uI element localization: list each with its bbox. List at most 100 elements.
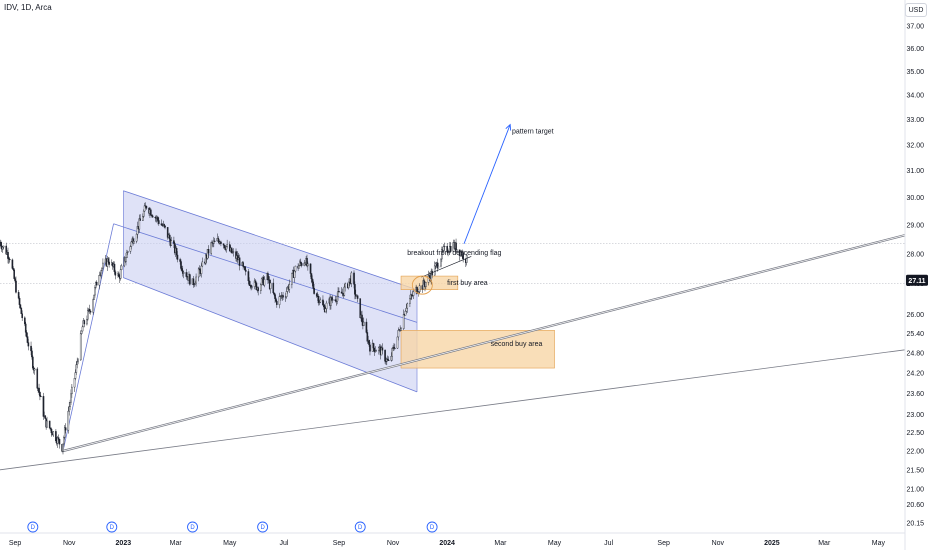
candle-down [19, 304, 22, 309]
candle-down [247, 271, 250, 282]
time-tick-label: Mar [818, 540, 831, 547]
time-axis[interactable]: Sep Nov 2023 Mar May Jul Sep Nov 2024 Mar May Jul Se… [0, 532, 905, 547]
candle-up [319, 299, 322, 303]
candle-up [125, 257, 127, 262]
time-tick-label: Jul [279, 540, 288, 547]
candle-up [291, 272, 293, 285]
candle-down [118, 273, 120, 277]
candle-up [362, 321, 365, 326]
candle-down [17, 292, 20, 299]
candle-up [100, 270, 102, 276]
buy-zones [400, 275, 555, 369]
candle-up [86, 318, 88, 325]
price-tick-label: 28.00 [906, 251, 924, 258]
candle-up [232, 251, 235, 253]
time-tick-label: Mar [494, 540, 507, 547]
candle-down [48, 420, 51, 429]
candle-down [365, 321, 368, 333]
price-tick-label: 31.00 [906, 168, 924, 175]
target-arrow-head [505, 123, 512, 131]
candle-up [74, 372, 77, 379]
candle-down [315, 293, 318, 297]
price-tick-label: 20.15 [906, 520, 924, 527]
candle-up [135, 233, 138, 242]
candle-up [260, 284, 262, 291]
time-tick-label: 2025 [764, 540, 780, 547]
candle-down [24, 323, 27, 333]
price-tick-label: 24.80 [906, 351, 924, 358]
price-tick-label: 29.00 [906, 223, 924, 230]
candle-up [67, 410, 70, 431]
dividend-marker [27, 521, 39, 533]
candle-down [15, 280, 17, 293]
price-tick-label: 23.00 [906, 412, 924, 419]
candle-down [313, 287, 315, 294]
target-arrow-line [463, 124, 511, 244]
candle-up [253, 280, 256, 287]
candle-up [142, 210, 145, 217]
candle-up [87, 310, 89, 320]
time-tick-label: May [223, 540, 237, 547]
candle-down [436, 262, 439, 269]
dividend-marker [354, 521, 366, 533]
breakout-annotation: breakout from descending flag [407, 250, 501, 257]
trend-line-inner [62, 234, 906, 452]
candle-down [38, 387, 40, 393]
candle-up [56, 437, 59, 444]
candle-down [386, 358, 389, 361]
candle-up [307, 263, 309, 267]
candle-down [276, 301, 278, 305]
candle-up [330, 297, 332, 306]
candle-up [294, 265, 297, 272]
candle-up [390, 356, 393, 361]
price-tick-label: 24.20 [906, 371, 924, 378]
candle-down [449, 246, 452, 252]
candle-down [359, 298, 362, 318]
price-tick-label: 30.00 [906, 195, 924, 202]
candle-down [423, 280, 425, 285]
annotations: breakout from descending flag first buy a… [407, 128, 553, 347]
candle-up [76, 361, 78, 365]
candle-up [213, 240, 215, 244]
candle-down [7, 252, 9, 259]
candle-up [417, 291, 420, 294]
candle-up [433, 265, 436, 276]
candle-up [98, 275, 101, 286]
candle-down [145, 205, 148, 209]
candle-up [412, 291, 415, 296]
candle-up [263, 279, 266, 286]
candle-down [175, 247, 178, 256]
candle-up [442, 246, 445, 251]
candle-up [402, 314, 405, 329]
rising-flagpole-line [62, 223, 114, 452]
candle-up [2, 245, 5, 248]
candle-down [223, 244, 226, 249]
candle-down [160, 223, 163, 226]
candle-up [73, 378, 76, 388]
candle-down [88, 308, 91, 312]
candle-up [1, 246, 4, 250]
candle-down [244, 266, 246, 271]
candle-down [58, 439, 61, 445]
price-tick-label: 36.00 [906, 46, 924, 53]
second-buy-zone [400, 330, 555, 369]
price-axis[interactable]: 37.00 36.00 35.00 34.00 33.00 32.00 31.00 30.00… [904, 0, 928, 550]
channel-upper-line [123, 190, 418, 291]
candle-down [27, 342, 30, 347]
candle-down [185, 272, 188, 277]
candle-up [92, 299, 94, 313]
candle-down [373, 347, 376, 353]
price-tick-label: 23.60 [906, 391, 924, 398]
candle-down [242, 262, 244, 267]
candle-up [293, 270, 296, 278]
candle-up [394, 347, 396, 349]
candle-down [323, 304, 325, 308]
candle-up [425, 282, 427, 287]
candle-down [158, 220, 160, 224]
candle-down [5, 245, 8, 255]
candle-up [378, 347, 380, 351]
candle-up [69, 402, 71, 407]
candle-down [317, 296, 320, 304]
